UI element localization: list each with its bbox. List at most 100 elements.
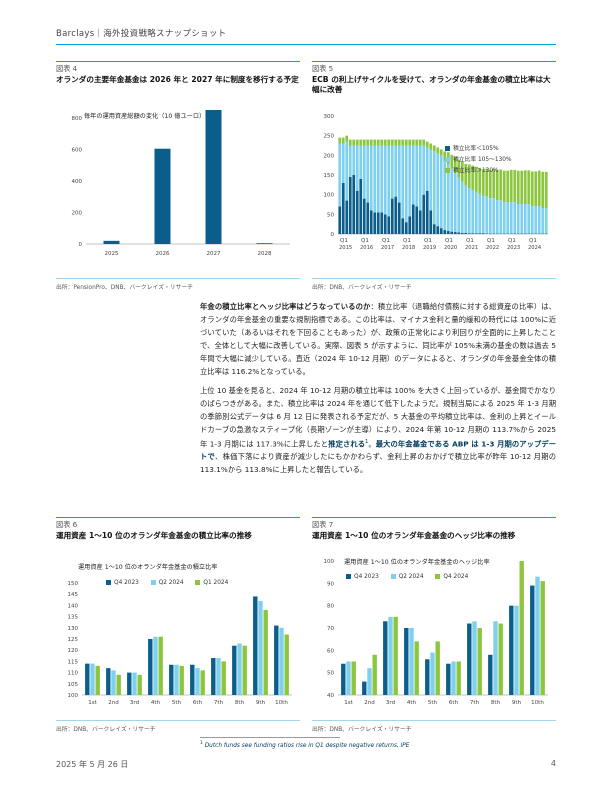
figure-7-title: 運用資産 1～10 位のオランダ年金基金のヘッジ比率の推移 bbox=[312, 531, 516, 540]
stack-segment bbox=[457, 159, 461, 178]
stack-segment bbox=[362, 139, 366, 146]
figure-4-chart-title: 毎年の運用資産総額の変化（10 億ユーロ） bbox=[84, 113, 206, 120]
paragraph-2-link-2[interactable]: 最大の年金基金である ABP は 1-3 月期のアップデートで bbox=[200, 439, 557, 462]
x-tick-label: 2026 bbox=[156, 251, 170, 257]
x-tick-label: Q1 bbox=[466, 238, 474, 244]
bar bbox=[256, 243, 273, 244]
stack-segment bbox=[516, 170, 520, 205]
bar bbox=[509, 605, 514, 695]
stack-segment bbox=[380, 212, 384, 234]
bar bbox=[404, 628, 409, 695]
footnote-text[interactable]: Dutch funds see funding ratios rise in Q… bbox=[204, 742, 410, 749]
x-tick-label: Q1 bbox=[424, 238, 432, 244]
y-tick-label: 250 bbox=[324, 134, 335, 140]
stack-segment bbox=[471, 233, 475, 234]
stack-segment bbox=[471, 165, 475, 190]
paragraph-1-text: ：積立比率（退職給付債務に対する総資産の比率）は、オランダの年金基金の重要な規制… bbox=[200, 302, 556, 376]
x-tick-label: 2028 bbox=[258, 251, 272, 257]
legend-swatch bbox=[445, 146, 450, 151]
stack-segment bbox=[509, 202, 513, 234]
legend-label: Q1 2024 bbox=[203, 580, 229, 586]
stack-segment bbox=[429, 149, 433, 211]
x-tick-label: Q1 bbox=[361, 238, 369, 244]
bar bbox=[195, 668, 200, 695]
stack-segment bbox=[439, 228, 443, 234]
paragraph-2-text-mid: 。 bbox=[368, 439, 376, 449]
x-tick-label: 3rd bbox=[130, 700, 139, 706]
bar bbox=[111, 670, 116, 695]
bar bbox=[169, 664, 174, 695]
figure-7-heading: 図表 7 運用資産 1～10 位のオランダ年金基金のヘッジ比率の推移 bbox=[312, 520, 556, 541]
stack-segment bbox=[404, 139, 408, 146]
bar bbox=[106, 668, 111, 695]
x-tick-label: 5th bbox=[172, 700, 182, 706]
stack-segment bbox=[411, 139, 415, 146]
stack-segment bbox=[460, 162, 464, 182]
legend-swatch bbox=[150, 580, 156, 585]
stack-segment bbox=[355, 139, 359, 146]
bar bbox=[498, 623, 503, 695]
y-tick-label: 200 bbox=[324, 153, 335, 159]
stack-segment bbox=[390, 145, 394, 199]
stack-segment bbox=[348, 176, 352, 234]
legend-swatch bbox=[346, 574, 351, 579]
footnote-ref[interactable]: 1 bbox=[365, 439, 369, 445]
stack-segment bbox=[338, 206, 342, 234]
stack-segment bbox=[474, 191, 478, 234]
stack-segment bbox=[359, 178, 363, 234]
stack-segment bbox=[457, 232, 461, 234]
y-tick-label: 110 bbox=[68, 671, 79, 677]
x-tick-label: 8th bbox=[491, 700, 501, 706]
stack-segment bbox=[352, 139, 356, 146]
stack-segment bbox=[453, 157, 457, 174]
x-tick-label: 5th bbox=[428, 700, 438, 706]
bar bbox=[154, 148, 171, 244]
bar bbox=[190, 664, 195, 695]
paragraph-2-link-1[interactable]: 推定される bbox=[328, 439, 366, 449]
stack-segment bbox=[411, 204, 415, 234]
bar bbox=[456, 661, 461, 695]
y-tick-label: 80 bbox=[327, 604, 334, 610]
x-tick-year: 2020 bbox=[444, 245, 457, 251]
x-tick-label: 9th bbox=[256, 700, 266, 706]
x-tick-label: 4th bbox=[407, 700, 417, 706]
legend-swatch bbox=[195, 580, 201, 585]
figure-4-number: 図表 4 bbox=[56, 64, 78, 73]
stack-segment bbox=[422, 139, 426, 146]
stack-segment bbox=[492, 198, 496, 234]
x-tick-year: 2021 bbox=[465, 245, 478, 251]
stack-segment bbox=[439, 155, 443, 229]
x-tick-label: Q1 bbox=[487, 238, 495, 244]
stack-segment bbox=[544, 208, 548, 234]
stack-segment bbox=[387, 139, 391, 146]
stack-segment bbox=[467, 164, 471, 188]
bar bbox=[90, 663, 95, 695]
y-tick-label: 0 bbox=[79, 242, 83, 248]
stack-segment bbox=[467, 187, 471, 234]
y-tick-label: 600 bbox=[72, 148, 83, 154]
stack-segment bbox=[373, 139, 377, 146]
stack-segment bbox=[464, 232, 468, 234]
y-tick-label: 60 bbox=[327, 648, 334, 654]
stack-segment bbox=[373, 212, 377, 234]
bar bbox=[85, 663, 90, 695]
y-tick-label: 50 bbox=[327, 212, 334, 218]
stack-segment bbox=[439, 149, 443, 156]
stack-segment bbox=[523, 204, 527, 234]
page-number: 4 bbox=[550, 759, 556, 768]
bar bbox=[242, 645, 247, 695]
figure-6-source: 出所：DNB、バークレイズ・リサーチ bbox=[56, 727, 156, 733]
stack-segment bbox=[369, 210, 373, 234]
stack-segment bbox=[394, 145, 398, 197]
bar bbox=[477, 628, 482, 695]
y-tick-label: 0 bbox=[331, 232, 335, 238]
figure-6-chart-title: 運用資産 1～10 位のオランダ年金基金の積立比率 bbox=[78, 564, 218, 571]
stack-segment bbox=[369, 139, 373, 146]
x-tick-year: 2018 bbox=[402, 245, 415, 251]
bar bbox=[341, 663, 346, 695]
stack-segment bbox=[467, 233, 471, 234]
figure-7-source: 出所：DNB、バークレイズ・リサーチ bbox=[312, 727, 412, 733]
stack-segment bbox=[394, 139, 398, 146]
y-tick-label: 50 bbox=[327, 671, 334, 677]
stack-segment bbox=[418, 145, 422, 211]
